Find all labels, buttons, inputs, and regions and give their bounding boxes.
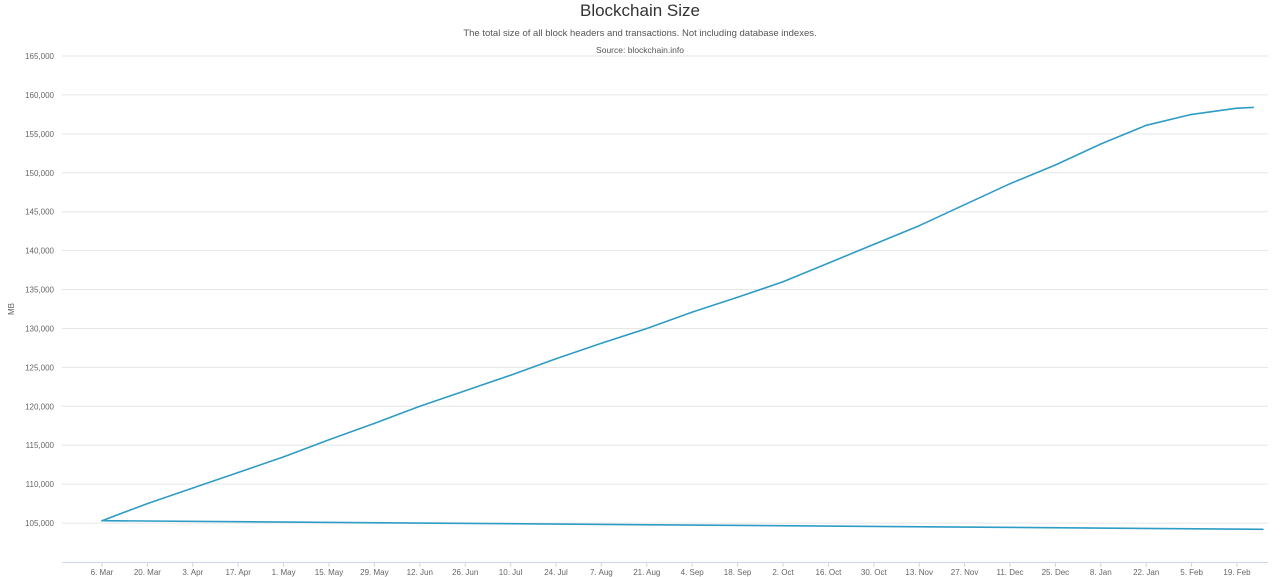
- y-tick-label: 160,000: [25, 91, 54, 100]
- x-tick-label: 5. Feb: [1180, 568, 1203, 577]
- y-tick-label: 110,000: [26, 480, 55, 489]
- y-tick-label: 145,000: [25, 208, 54, 217]
- x-tick-label: 25. Dec: [1042, 568, 1070, 577]
- y-tick-label: 150,000: [25, 169, 54, 178]
- data-point: [373, 422, 376, 425]
- data-point: [1054, 164, 1057, 166]
- y-tick-label: 120,000: [25, 402, 54, 411]
- data-point: [328, 439, 330, 441]
- x-tick-label: 16. Oct: [816, 568, 843, 577]
- data-point: [1145, 124, 1147, 127]
- data-point: [1100, 143, 1102, 145]
- data-point: [1190, 113, 1193, 116]
- x-tick-label: 3. Apr: [182, 568, 203, 577]
- x-tick-label: 30. Oct: [861, 568, 888, 577]
- series-line: [101, 106, 1263, 531]
- data-point: [873, 243, 875, 246]
- x-tick-label: 15. May: [315, 568, 343, 577]
- x-tick-label: 22. Jan: [1133, 568, 1159, 577]
- data-point: [1236, 107, 1238, 109]
- data-point: [691, 311, 693, 313]
- x-tick-label: 26. Jun: [452, 568, 478, 577]
- y-axis-title: MB: [7, 303, 16, 315]
- x-tick-label: 11. Dec: [997, 568, 1024, 577]
- data-point: [282, 456, 285, 458]
- x-tick-label: 27. Nov: [951, 568, 979, 577]
- data-point: [782, 281, 784, 283]
- chart-title: Blockchain Size: [579, 1, 700, 20]
- data-point: [918, 224, 920, 227]
- data-point: [509, 374, 512, 377]
- x-tick-label: 12. Jun: [407, 568, 433, 577]
- data-point: [237, 471, 239, 474]
- data-point: [146, 502, 149, 505]
- y-tick-label: 140,000: [25, 247, 54, 256]
- x-tick-label: 24. Jul: [544, 568, 568, 577]
- x-tick-label: 19. Feb: [1223, 568, 1251, 577]
- data-point: [464, 389, 467, 392]
- y-tick-label: 165,000: [25, 52, 54, 61]
- x-tick-label: 17. Apr: [226, 568, 252, 577]
- data-point: [555, 358, 557, 360]
- x-tick-label: 6. Mar: [91, 568, 114, 577]
- x-tick-label: 2. Oct: [772, 568, 794, 577]
- y-tick-label: 105,000: [25, 519, 54, 528]
- x-tick-label: 18. Sep: [724, 568, 752, 577]
- x-tick-label: 4. Sep: [681, 568, 705, 577]
- data-point: [192, 487, 194, 489]
- x-tick-label: 29. May: [360, 568, 388, 577]
- chart-source: Source: blockchain.info: [596, 45, 684, 55]
- y-tick-label: 125,000: [25, 363, 54, 372]
- data-point: [827, 262, 830, 264]
- data-point: [1262, 528, 1264, 531]
- x-tick-label: 13. Nov: [905, 568, 933, 577]
- data-point: [1252, 106, 1254, 109]
- data-point: [101, 519, 103, 522]
- chart-subtitle: The total size of all block headers and …: [463, 28, 817, 39]
- data-point: [646, 327, 648, 330]
- data-point: [736, 296, 739, 299]
- x-tick-label: 7. Aug: [590, 568, 613, 577]
- y-tick-label: 115,000: [26, 441, 55, 450]
- y-tick-label: 130,000: [25, 324, 54, 333]
- x-tick-label: 8. Jan: [1090, 568, 1112, 577]
- x-tick-label: 21. Aug: [633, 568, 660, 577]
- data-point: [963, 203, 966, 206]
- data-point: [1009, 182, 1011, 185]
- y-tick-label: 135,000: [25, 286, 54, 295]
- x-tick-label: 1. May: [272, 568, 296, 577]
- data-point: [600, 342, 603, 345]
- x-tick-label: 20. Mar: [134, 568, 161, 577]
- data-point: [419, 405, 421, 408]
- x-tick-label: 10. Jul: [499, 568, 523, 577]
- y-tick-label: 155,000: [25, 130, 54, 139]
